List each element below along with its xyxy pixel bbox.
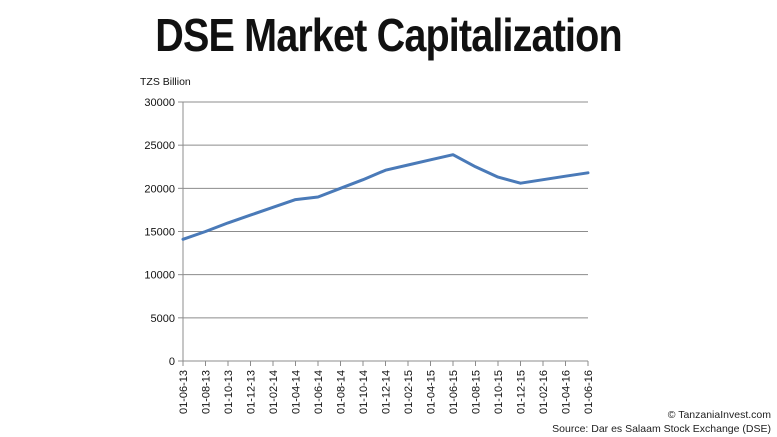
axes [178,101,589,366]
x-axis-tick-labels: 01-06-13 01-08-13 01-10-13 01-12-13 01-02-14… [178,370,595,414]
x-tick-label: 01-10-14 [358,370,370,414]
x-tick-label: 01-06-14 [313,370,325,414]
gridlines [183,101,588,319]
x-tick-label: 01-08-15 [471,370,483,414]
y-tick-label: 5000 [151,313,175,325]
y-tick-label: 30000 [144,97,175,109]
source-credit: Source: Dar es Salaam Stock Exchange (DS… [552,423,771,435]
y-tick-label: 20000 [144,183,175,195]
y-axis-unit-label: TZS Billion [140,76,191,88]
x-tick-label: 01-06-13 [178,370,190,414]
y-tick-label: 15000 [144,227,175,239]
x-tick-label: 01-12-14 [381,370,393,414]
y-axis-tick-labels: 0 5000 10000 15000 20000 25000 30000 [144,97,175,368]
series-layer [181,153,590,241]
x-tick-label: 01-04-15 [426,370,438,414]
y-tick-label: 25000 [144,140,175,152]
x-tick-label: 01-04-14 [291,370,303,414]
y-tick-label: 10000 [144,270,175,282]
chart-title: DSE Market Capitalization [155,9,622,61]
x-tick-label: 01-10-15 [493,370,505,414]
y-tick-label: 0 [169,356,175,368]
x-tick-label: 01-08-14 [336,370,348,414]
x-tick-label: 01-04-16 [561,370,573,414]
x-tick-label: 01-10-13 [223,370,235,414]
x-tick-label: 01-02-16 [538,370,550,414]
series-line [181,153,590,241]
x-tick-label: 01-06-15 [448,370,460,414]
x-tick-label: 01-08-13 [201,370,213,414]
copyright-credit: © TanzaniaInvest.com [667,409,771,421]
x-tick-label: 01-12-13 [246,370,258,414]
x-tick-label: 01-06-16 [583,370,595,414]
x-tick-label: 01-02-15 [403,370,415,414]
x-tick-label: 01-02-14 [268,370,280,414]
x-tick-label: 01-12-15 [516,370,528,414]
